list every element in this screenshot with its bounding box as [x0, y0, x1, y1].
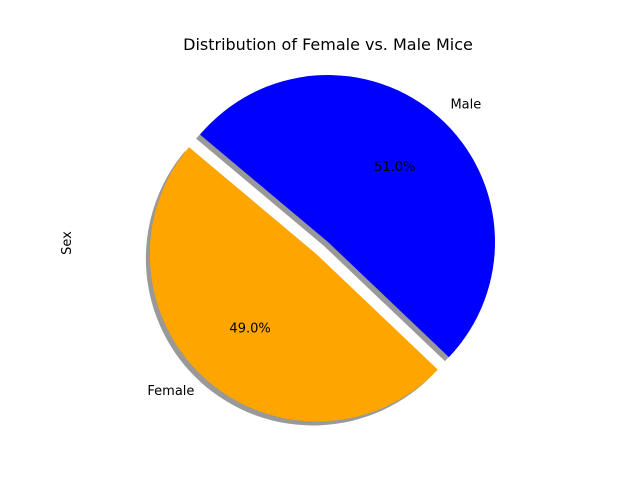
chart-title: Distribution of Female vs. Male Mice	[183, 35, 473, 54]
male-slice	[200, 75, 495, 358]
female-label: Female	[147, 384, 194, 399]
male-label: Male	[450, 98, 481, 113]
male-percent-label: 51.0%	[374, 160, 415, 175]
slices	[149, 75, 495, 422]
y-axis-label: Sex	[60, 231, 75, 255]
female-percent-label: 49.0%	[229, 322, 270, 337]
female-slice	[149, 147, 438, 422]
slice-labels: Female 49.0% Male 51.0%	[147, 98, 481, 399]
